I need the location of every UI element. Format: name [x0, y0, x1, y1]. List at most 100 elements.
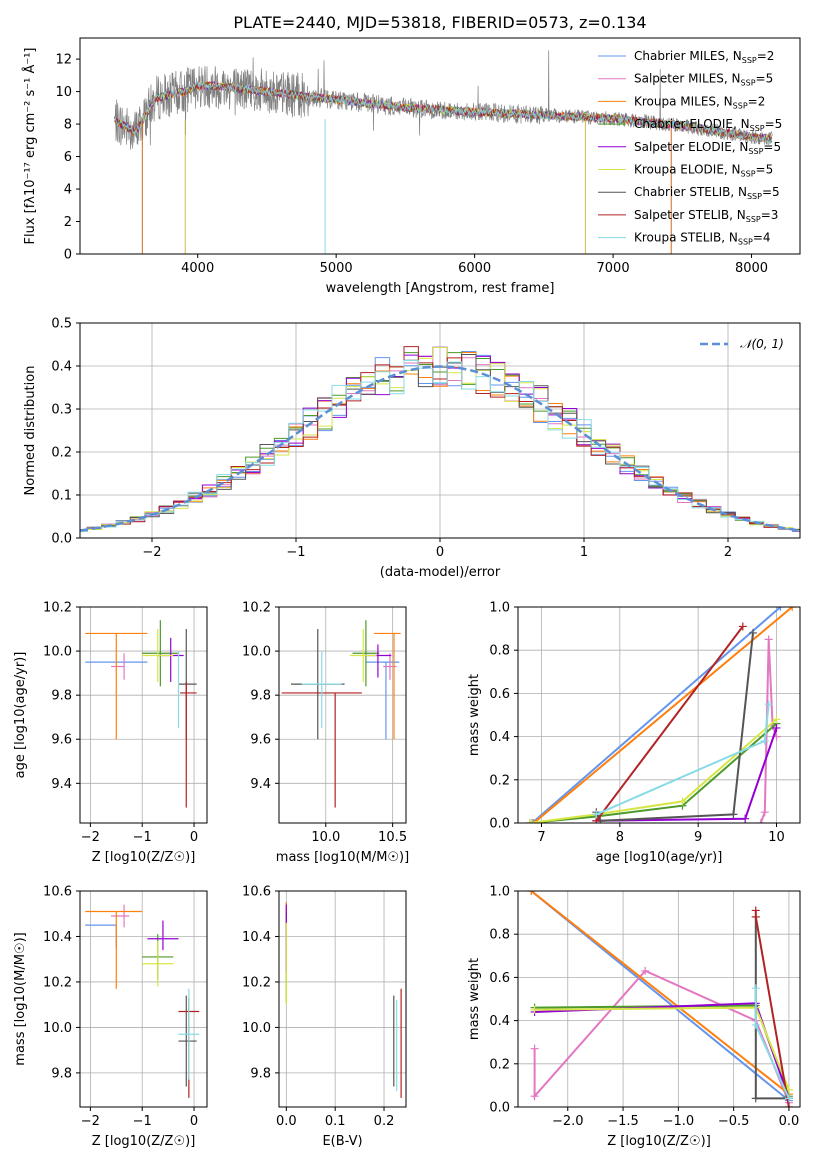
- weight-vs-age-x-axis-label: age [log10(age/yr)]: [596, 850, 723, 865]
- mass-vs-ebv-frame: [278, 890, 407, 1108]
- x-tick-label: 0: [190, 1114, 198, 1129]
- y-tick-label: 10.0: [43, 645, 72, 660]
- x-tick-label: −2.0: [552, 1114, 584, 1129]
- y-tick-label: 0.0: [51, 532, 72, 547]
- x-tick-label: −1: [133, 1114, 152, 1129]
- y-tick-label: 10.2: [43, 601, 72, 616]
- mass-vs-ebv-x-axis-label: E(B-V): [322, 1134, 362, 1149]
- x-tick-label: 9: [694, 830, 702, 845]
- x-tick-label: 0.0: [779, 1114, 800, 1129]
- y-tick-label: 1.0: [489, 885, 510, 900]
- weight-vs-Z-panel: −2.0 −1.5 −1.0 −0.5 0.0 0.0 0.2 0.4 0.6 0.8 1.0 Z […: [467, 885, 801, 1149]
- gaussian-reference-curve: [80, 365, 800, 532]
- y-tick-label: 0.8: [489, 928, 510, 943]
- legend-entry: Salpeter MILES, NSSP=5: [634, 72, 773, 88]
- mass-vs-Z-panel: −2 −1 0 9.8 10.0 10.2 10.4 10.6 Z [log10(Z/Z☉)] m…: [13, 885, 208, 1149]
- x-tick-label: 0.0: [276, 1114, 297, 1129]
- residual-legend: 𝒩(0, 1): [700, 337, 784, 351]
- x-tick-label: 1: [580, 545, 588, 560]
- x-tick-label: 0: [436, 545, 444, 560]
- y-tick-label: 10.4: [43, 930, 72, 945]
- model-spectrum-line: [114, 80, 773, 143]
- error-bar-point: [142, 941, 174, 987]
- mass-weight-marker: [772, 715, 781, 724]
- y-tick-label: 0.2: [51, 446, 72, 461]
- plots-layer: 4000 5000 6000 7000 8000024681012wavelength …: [13, 37, 801, 1149]
- age-vs-Z-panel: −2 −1 0 9.4 9.6 9.8 10.0 10.2 Z [log10(Z/Z☉)] age…: [13, 601, 208, 865]
- y-tick-label: 10.2: [242, 975, 271, 990]
- y-tick-label: 10.2: [43, 975, 72, 990]
- mass-weight-marker: [760, 736, 769, 745]
- mass-weight-series-line: [529, 718, 778, 823]
- x-tick-label: 10.5: [378, 830, 407, 845]
- x-tick-label: 7: [537, 830, 545, 845]
- mass-weight-marker: [751, 1020, 760, 1029]
- y-tick-label: 0.4: [489, 1014, 510, 1029]
- y-tick-label: 0.2: [489, 1057, 510, 1072]
- residual-y-axis-label: Normed distribution: [23, 366, 38, 496]
- x-tick-label: 0: [190, 830, 198, 845]
- mass-weight-marker: [738, 622, 747, 631]
- x-tick-label: 2: [724, 545, 732, 560]
- x-tick-label: 4000: [181, 261, 214, 276]
- mass-weight-marker: [530, 1005, 539, 1014]
- mass-weight-marker: [764, 700, 773, 709]
- y-tick-label: 0.2: [489, 773, 510, 788]
- mass-vs-Z-y-axis-label: mass [log10(M/M☉)]: [13, 932, 28, 1065]
- y-tick-label: 10.0: [43, 1021, 72, 1036]
- weight-vs-Z-x-axis-label: Z [log10(Z/Z☉)]: [607, 1134, 711, 1149]
- error-bar-point: [85, 632, 148, 740]
- residual-x-axis-label: (data-model)/error: [380, 565, 501, 580]
- y-tick-label: 0.6: [489, 971, 510, 986]
- age-vs-Z-y-axis-label: age [log10(age/yr)]: [13, 652, 28, 779]
- x-tick-label: −1: [286, 545, 305, 560]
- error-bar-point: [180, 681, 197, 808]
- mass-weight-marker: [749, 628, 757, 637]
- age-vs-Z-frame: [79, 606, 208, 824]
- error-bar-point: [147, 920, 179, 951]
- error-bar-point: [157, 637, 184, 682]
- mass-weight-series-line: [530, 891, 790, 1095]
- legend-entry: Chabrier ELODIE, NSSP=5: [634, 117, 782, 133]
- mass-weight-marker: [592, 810, 601, 819]
- error-bar-point: [85, 910, 143, 989]
- spectrum-frame: [79, 37, 801, 255]
- y-tick-label: 0.5: [51, 317, 72, 332]
- x-tick-label: 7000: [597, 261, 630, 276]
- legend-entry: Kroupa ELODIE, NSSP=5: [634, 163, 773, 179]
- weight-vs-Z-plot-area: [527, 891, 793, 1107]
- y-tick-label: 10: [55, 85, 72, 100]
- mass-weight-marker: [756, 819, 765, 823]
- y-tick-label: 0.0: [489, 817, 510, 832]
- y-tick-label: 10.4: [242, 930, 271, 945]
- residuals-frame: [79, 322, 801, 539]
- error-bar-point: [178, 995, 197, 1087]
- mass-weight-marker: [772, 723, 781, 732]
- y-tick-label: 0.3: [51, 403, 72, 418]
- error-bar-point: [352, 620, 380, 687]
- legend-entry: Salpeter STELIB, NSSP=3: [634, 208, 778, 224]
- age-vs-mass-plot-area: [281, 620, 401, 808]
- error-bar-point: [373, 632, 401, 740]
- x-tick-label: −1.5: [607, 1114, 639, 1129]
- legend-entry: Kroupa STELIB, NSSP=4: [634, 231, 771, 247]
- y-tick-label: 9.4: [250, 777, 271, 792]
- y-tick-label: 1.0: [489, 601, 510, 616]
- mass-weight-marker: [784, 1103, 793, 1107]
- y-tick-label: 9.8: [250, 689, 271, 704]
- y-tick-label: 10.0: [242, 1021, 271, 1036]
- x-tick-label: −1: [133, 830, 152, 845]
- weight-vs-age-frame: [517, 606, 801, 824]
- y-tick-label: 4: [64, 183, 72, 198]
- figure-title: PLATE=2440, MJD=53818, FIBERID=0573, z=0…: [233, 13, 646, 32]
- mass-weight-marker: [528, 819, 537, 823]
- legend-entry: Chabrier MILES, NSSP=2: [634, 49, 774, 65]
- spectrum-y-axis-label: Flux [fλ10⁻¹⁷ erg cm⁻² s⁻¹ Å⁻¹]: [22, 48, 38, 245]
- legend-entry: Kroupa MILES, NSSP=2: [634, 94, 765, 110]
- x-tick-label: 8: [616, 830, 624, 845]
- mass-weight-marker: [776, 607, 785, 611]
- y-tick-label: 12: [55, 53, 72, 68]
- x-tick-label: −2: [81, 1114, 100, 1129]
- x-tick-label: −2: [142, 545, 161, 560]
- mass-weight-series-line: [534, 1006, 790, 1091]
